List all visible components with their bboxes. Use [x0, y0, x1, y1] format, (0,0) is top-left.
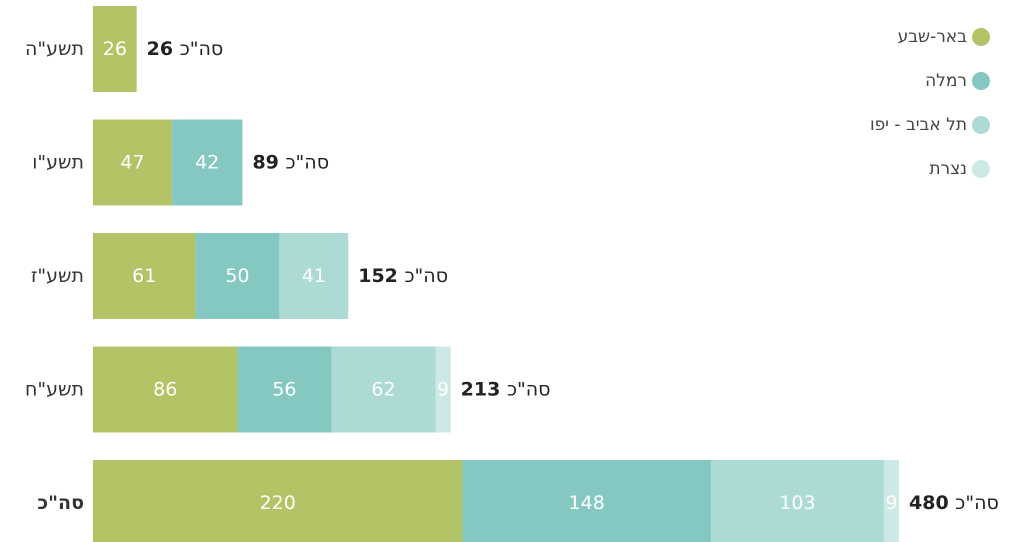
total-value: 89: [252, 152, 285, 174]
bar-segment: [462, 460, 711, 542]
bar-value-label: 103: [779, 492, 815, 514]
legend-swatch: [972, 160, 990, 178]
bar-segment: [93, 119, 172, 206]
legend-label: באר-שבע: [898, 27, 968, 47]
bar-value-label: 9: [885, 492, 897, 514]
legend-label: נצרת: [929, 159, 967, 179]
bar-segment: [710, 460, 884, 542]
total-value: 213: [461, 379, 507, 401]
bar-segment: [331, 346, 436, 433]
total-prefix: סה"כ: [507, 379, 551, 401]
total-prefix: סה"כ: [955, 492, 999, 514]
bar-value-label: 220: [260, 492, 296, 514]
total-label: 26 סה"כ: [147, 38, 224, 60]
category-label: סה"כ: [37, 492, 84, 514]
total-value: 480: [909, 492, 955, 514]
bar-value-label: 9: [437, 379, 449, 401]
legend-swatch: [972, 72, 990, 90]
bar-value-label: 148: [569, 492, 605, 514]
bar-segment: [93, 233, 196, 319]
bar-value-label: 47: [120, 152, 144, 174]
total-label: 213 סה"כ: [461, 379, 551, 401]
legend-swatch: [972, 28, 990, 46]
legend-swatch: [972, 116, 990, 134]
bar-segment: [195, 233, 280, 319]
legend: באר-שבע רמלה תל אביב - יפו נצרת: [870, 27, 990, 179]
bar-segment: [883, 460, 899, 542]
bar-segment: [93, 346, 238, 433]
category-label: תשע"ו: [32, 152, 84, 174]
total-prefix: סה"כ: [180, 38, 224, 60]
bar-segment: [237, 346, 332, 433]
total-label: 89 סה"כ: [252, 152, 329, 174]
bar-value-label: 26: [103, 38, 127, 60]
bar-value-label: 86: [153, 379, 177, 401]
total-label: 152 סה"כ: [358, 265, 448, 287]
bar-value-label: 41: [302, 265, 326, 287]
bar-segment: [279, 233, 349, 319]
bar-segment: [93, 460, 463, 542]
bar-value-label: 50: [225, 265, 249, 287]
legend-label: תל אביב - יפו: [870, 115, 967, 135]
bar-value-label: 62: [371, 379, 395, 401]
category-label: תשע"ז: [31, 265, 84, 287]
bar-segment: [435, 346, 451, 433]
category-label: תשע"ה: [25, 38, 84, 60]
total-label: 480 סה"כ: [909, 492, 999, 514]
total-value: 152: [358, 265, 404, 287]
bar-segment: [93, 6, 137, 92]
bar-value-label: 61: [132, 265, 156, 287]
total-prefix: סה"כ: [405, 265, 449, 287]
bar-value-label: 42: [195, 152, 219, 174]
total-prefix: סה"כ: [286, 152, 330, 174]
category-label: תשע"ח: [25, 379, 84, 401]
bar-segment: [171, 119, 243, 206]
total-value: 26: [147, 38, 180, 60]
bar-value-label: 56: [272, 379, 296, 401]
legend-label: רמלה: [925, 71, 967, 91]
